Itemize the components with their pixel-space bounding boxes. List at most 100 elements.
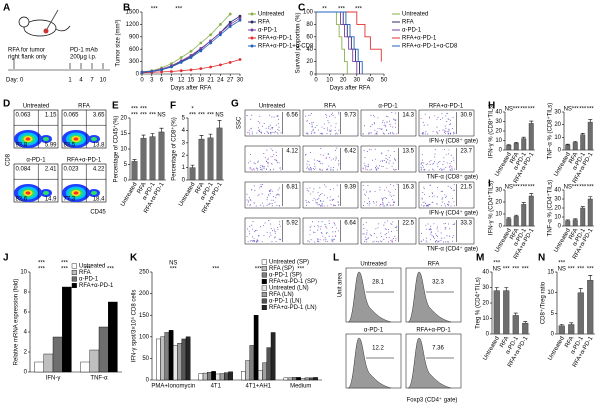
flow-plot [360,109,417,137]
cell-dot [369,190,371,192]
cell-dot [333,204,335,206]
cell-dot [275,231,277,233]
cell-dot [385,162,387,164]
cell-dot [375,228,377,230]
cell-dot [391,165,393,167]
data-point [219,23,222,26]
legend-label: Untreated (SP) [269,260,309,266]
cell-dot [442,197,444,199]
quadrant-value: 0.023 [64,167,80,173]
cell-dot [269,132,271,134]
axis-label: CD8 [6,153,12,166]
cell-dot [369,234,371,236]
cell-dot [363,162,365,164]
cell-dot [260,169,262,171]
cell-dot [269,124,271,126]
cell-dot [377,128,379,130]
cell-dot [440,232,442,234]
cell-dot [331,199,333,201]
flow-plot [360,181,417,209]
cell-density [43,137,49,141]
cell-dot [330,125,332,127]
legend-label: Untreated [79,264,105,270]
cell-dot [328,122,330,124]
error-bar [506,217,511,219]
cell-dot [437,235,439,237]
x-tick-label: 18 [197,78,204,84]
cell-dot [337,133,339,135]
cell-dot [259,115,261,117]
bar [309,377,314,381]
cell-dot [396,230,398,232]
cell-dot [258,235,260,237]
panel-label: C [298,3,305,14]
y-tick-label: 40 [482,270,489,276]
y-tick-label: 30 [554,110,561,116]
gate-value: 9.73 [344,113,356,119]
cell-dot [269,193,271,195]
cell-dot [249,199,251,201]
panel-label: J [3,253,9,264]
cell-dot [320,201,322,203]
cell-dot [453,224,455,226]
cell-dot [321,203,323,205]
cell-dot [436,228,438,230]
cell-dot [374,116,376,118]
y-tick-label: 30 [495,119,502,125]
cell-dot [247,241,249,243]
cell-dot [366,229,368,231]
cell-dot [366,239,368,241]
cell-dot [323,239,325,241]
cell-dot [318,197,320,199]
cell-dot [260,204,262,206]
data-point [170,62,173,66]
cell-dot [308,201,310,203]
significance: *** [513,185,521,191]
cell-dot [389,120,391,122]
quadrant-value: 0.063 [16,113,32,119]
cell-dot [268,126,270,128]
y-tick-label: 40 [306,47,313,53]
cell-dot [444,131,446,133]
y-tick-label: 0 [499,224,503,230]
cell-dot [424,113,426,115]
cell-dot [313,188,315,190]
histogram [407,271,452,323]
cell-dot [271,116,273,118]
x-tick-label: RFA [568,152,579,165]
cell-dot [320,132,322,134]
cell-dot [320,205,322,207]
cell-dot [384,122,386,124]
cell-dot [265,160,267,162]
cell-dot [389,123,391,125]
gate-value: 6.64 [344,221,356,227]
bar [207,137,214,181]
cell-dot [425,224,427,226]
cell-dot [308,190,310,192]
legend-marker [250,44,254,48]
cell-dot [309,193,311,195]
cell-dot [258,130,260,132]
cell-dot [261,193,263,195]
cell-dot [445,205,447,207]
cell-dot [257,161,259,163]
axis-label: CD45 [90,210,106,216]
cell-dot [272,131,274,133]
legend-label: RFA+α-PD-1 (SP) [269,279,317,285]
cell-dot [275,124,277,126]
cell-dot [389,133,391,135]
cell-dot [261,131,263,133]
cell-dot [382,203,384,205]
cell-dot [425,240,427,242]
data-point [219,63,222,67]
cell-dot [367,165,369,167]
cell-dot [433,169,435,171]
cell-dot [332,115,334,117]
cell-dot [326,168,328,170]
cell-dot [321,232,323,234]
cell-dot [278,238,280,240]
cell-dot [320,169,322,171]
significance: *** [512,267,520,273]
cell-dot [276,154,278,156]
cell-dot [395,168,397,170]
